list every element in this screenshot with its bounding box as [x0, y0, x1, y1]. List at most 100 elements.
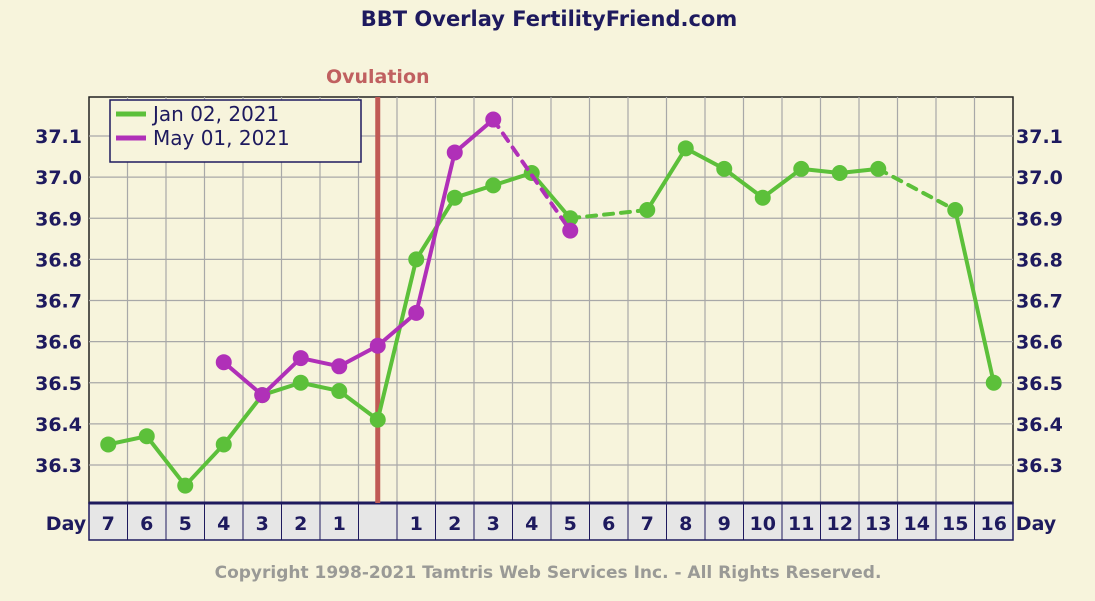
x-tick-label: 11 [788, 513, 814, 535]
data-point [677, 140, 694, 157]
series-line-segment [645, 146, 688, 213]
x-tick-label: 2 [448, 513, 461, 535]
data-point [870, 160, 887, 177]
y-axis-ticks: 37.1 37.1 37.0 37.0 36.9 36.9 36.8 36.8 36.7 36.7… [35, 126, 1063, 477]
x-tick-label: 16 [981, 513, 1007, 535]
y-tick-label-left: 36.9 [35, 208, 82, 230]
y-tick-label-left: 36.7 [35, 291, 82, 313]
x-tick-label: 2 [294, 513, 307, 535]
data-point [292, 374, 309, 391]
x-tick-label: 15 [942, 513, 968, 535]
series-line-segment [260, 356, 303, 398]
data-point [831, 165, 848, 182]
data-point [369, 337, 386, 354]
y-tick-label-right: 36.3 [1016, 455, 1063, 477]
legend-box [109, 99, 362, 163]
x-tick-label: 1 [410, 513, 423, 535]
x-tick-label: 4 [525, 513, 538, 535]
x-axis-label-right: Day [1016, 513, 1057, 535]
series-line-segment [414, 150, 457, 315]
y-tick-label-right: 36.4 [1016, 414, 1063, 436]
data-point [408, 251, 425, 268]
series-line-segment [375, 310, 419, 348]
x-tick-label: 7 [102, 513, 115, 535]
series-line-segment [529, 171, 573, 221]
data-point [215, 354, 232, 371]
legend-entry: Jan 02, 2021 [151, 102, 279, 126]
x-tick-label: 4 [217, 513, 230, 535]
y-tick-label-left: 37.1 [35, 126, 82, 148]
grid-lines [89, 97, 1013, 503]
data-point [408, 304, 425, 321]
series-line-segment [375, 257, 419, 422]
y-tick-label-left: 37.0 [35, 167, 82, 189]
copyright-text: Copyright 1998-2021 Tamtris Web Services… [215, 563, 882, 583]
series-line-segment [221, 393, 265, 447]
data-point [562, 222, 579, 239]
y-tick-label-right: 36.7 [1016, 291, 1063, 313]
y-tick-label-left: 36.5 [35, 373, 82, 395]
series-line-segment [452, 117, 496, 155]
x-tick-label: 6 [602, 513, 615, 535]
data-point [485, 111, 502, 128]
series-line-segment [337, 388, 380, 422]
data-point [446, 189, 463, 206]
data-point [446, 144, 463, 161]
data-point [292, 350, 309, 367]
y-tick-label-right: 37.1 [1016, 126, 1063, 148]
y-tick-label-right: 36.5 [1016, 373, 1063, 395]
chart-title: BBT Overlay FertilityFriend.com [361, 7, 737, 31]
series-line-segment [491, 117, 573, 233]
series-layer [100, 111, 1002, 494]
data-point [138, 428, 155, 445]
legend-entry: May 01, 2021 [153, 126, 290, 150]
y-tick-label-left: 36.6 [35, 332, 82, 354]
x-tick-label: 5 [179, 513, 192, 535]
series-line-segment [722, 166, 765, 200]
data-point [985, 374, 1002, 391]
x-tick-label: 3 [487, 513, 500, 535]
y-tick-label-left: 36.8 [35, 249, 82, 271]
data-point [639, 202, 656, 219]
data-point [485, 177, 502, 194]
y-tick-label-right: 36.6 [1016, 332, 1063, 354]
x-tick-label: 14 [904, 513, 930, 535]
series-line-segment [144, 434, 188, 488]
y-tick-label-right: 36.8 [1016, 249, 1063, 271]
series-1 [100, 140, 1002, 494]
y-tick-label-right: 37.0 [1016, 167, 1063, 189]
y-tick-label-left: 36.3 [35, 455, 82, 477]
x-tick-label: 5 [564, 513, 577, 535]
x-tick-label: 9 [718, 513, 731, 535]
data-point [754, 189, 771, 206]
data-point [254, 387, 271, 404]
data-point [369, 411, 386, 428]
data-point [716, 160, 733, 177]
x-tick-label: 8 [679, 513, 692, 535]
series-line-segment [183, 442, 226, 488]
x-tick-label: 7 [641, 513, 654, 535]
data-point [331, 358, 348, 375]
ovulation-label: Ovulation [326, 66, 430, 88]
x-tick-label: 1 [333, 513, 346, 535]
data-point [215, 436, 232, 453]
data-point [947, 202, 964, 219]
data-point [793, 160, 810, 177]
x-axis-label-left: Day [46, 513, 87, 535]
y-tick-label-right: 36.9 [1016, 208, 1063, 230]
series-line-segment [568, 208, 650, 221]
data-point [331, 382, 348, 399]
x-tick-label: 6 [140, 513, 153, 535]
ovulation-marker: Ovulation [326, 66, 430, 503]
series-line-segment [953, 208, 996, 385]
data-point [177, 477, 194, 494]
x-tick-label: 13 [865, 513, 891, 535]
series-line-segment [221, 360, 265, 398]
x-tick-label: 10 [750, 513, 776, 535]
series-line-segment [760, 166, 804, 200]
y-tick-label-left: 36.4 [35, 414, 82, 436]
